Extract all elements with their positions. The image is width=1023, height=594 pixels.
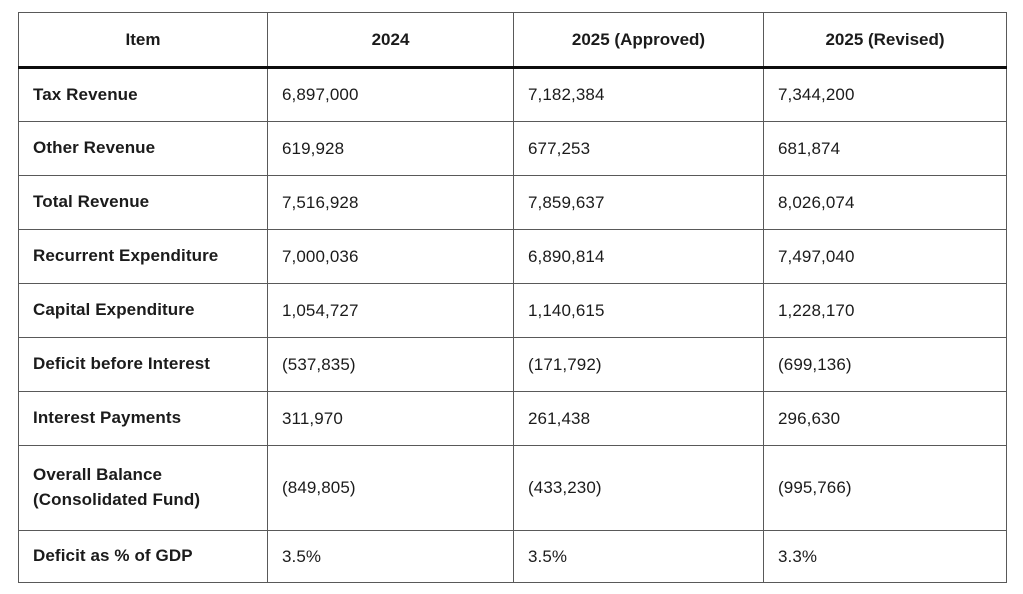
value-cell: (849,805) bbox=[267, 445, 514, 531]
value-cell: 3.3% bbox=[763, 530, 1007, 583]
row-item-label: Total Revenue bbox=[18, 175, 268, 230]
row-item-label: Tax Revenue bbox=[18, 67, 268, 122]
table-row: Capital Expenditure 1,054,727 1,140,615 … bbox=[18, 283, 1007, 338]
column-header-2024: 2024 bbox=[267, 12, 514, 69]
value-cell: 3.5% bbox=[267, 530, 514, 583]
value-cell: 7,182,384 bbox=[513, 67, 764, 122]
budget-table: Item 2024 2025 (Approved) 2025 (Revised)… bbox=[18, 12, 1007, 583]
value-cell: (699,136) bbox=[763, 337, 1007, 392]
row-item-label: Deficit before Interest bbox=[18, 337, 268, 392]
value-cell: (171,792) bbox=[513, 337, 764, 392]
column-header-2025-approved: 2025 (Approved) bbox=[513, 12, 764, 69]
value-cell: 677,253 bbox=[513, 121, 764, 176]
value-cell: 6,897,000 bbox=[267, 67, 514, 122]
value-cell: 8,026,074 bbox=[763, 175, 1007, 230]
value-cell: 1,228,170 bbox=[763, 283, 1007, 338]
table-row: Tax Revenue 6,897,000 7,182,384 7,344,20… bbox=[18, 67, 1007, 122]
value-cell: (537,835) bbox=[267, 337, 514, 392]
value-cell: 3.5% bbox=[513, 530, 764, 583]
value-cell: 7,859,637 bbox=[513, 175, 764, 230]
value-cell: 681,874 bbox=[763, 121, 1007, 176]
table-row: Total Revenue 7,516,928 7,859,637 8,026,… bbox=[18, 175, 1007, 230]
value-cell: 311,970 bbox=[267, 391, 514, 446]
value-cell: 261,438 bbox=[513, 391, 764, 446]
value-cell: 1,054,727 bbox=[267, 283, 514, 338]
value-cell: 7,000,036 bbox=[267, 229, 514, 284]
value-cell: 296,630 bbox=[763, 391, 1007, 446]
table-header-row: Item 2024 2025 (Approved) 2025 (Revised) bbox=[18, 12, 1007, 69]
value-cell: (995,766) bbox=[763, 445, 1007, 531]
row-item-label: Capital Expenditure bbox=[18, 283, 268, 338]
table-row: Other Revenue 619,928 677,253 681,874 bbox=[18, 121, 1007, 176]
row-item-label: Deficit as % of GDP bbox=[18, 530, 268, 583]
budget-table-container: Item 2024 2025 (Approved) 2025 (Revised)… bbox=[18, 12, 1007, 583]
row-item-label: Interest Payments bbox=[18, 391, 268, 446]
value-cell: 619,928 bbox=[267, 121, 514, 176]
table-row: Deficit before Interest (537,835) (171,7… bbox=[18, 337, 1007, 392]
row-item-label: Recurrent Expenditure bbox=[18, 229, 268, 284]
table-row: Interest Payments 311,970 261,438 296,63… bbox=[18, 391, 1007, 446]
value-cell: 7,344,200 bbox=[763, 67, 1007, 122]
column-header-item: Item bbox=[18, 12, 268, 69]
value-cell: 7,497,040 bbox=[763, 229, 1007, 284]
value-cell: 6,890,814 bbox=[513, 229, 764, 284]
value-cell: 1,140,615 bbox=[513, 283, 764, 338]
value-cell: 7,516,928 bbox=[267, 175, 514, 230]
table-row: Overall Balance (Consolidated Fund) (849… bbox=[18, 445, 1007, 531]
table-row: Deficit as % of GDP 3.5% 3.5% 3.3% bbox=[18, 530, 1007, 583]
row-item-label: Other Revenue bbox=[18, 121, 268, 176]
value-cell: (433,230) bbox=[513, 445, 764, 531]
table-row: Recurrent Expenditure 7,000,036 6,890,81… bbox=[18, 229, 1007, 284]
row-item-label: Overall Balance (Consolidated Fund) bbox=[18, 445, 268, 531]
column-header-2025-revised: 2025 (Revised) bbox=[763, 12, 1007, 69]
